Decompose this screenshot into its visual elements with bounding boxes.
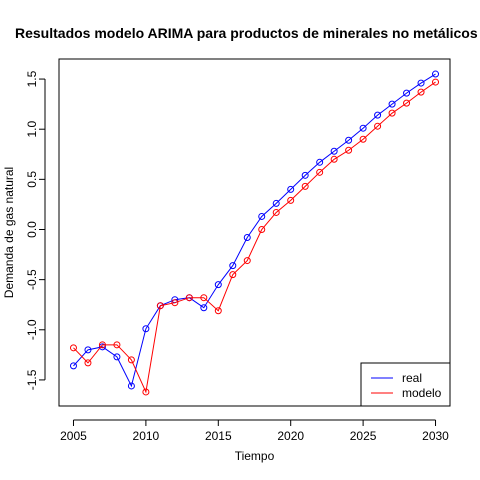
data-point-real [374,111,382,119]
data-point-modelo [156,302,164,310]
data-point-real [432,70,440,78]
data-point-real [388,100,396,108]
data-point-modelo [113,341,121,349]
data-point-modelo [417,88,425,96]
data-point-modelo [258,225,266,233]
y-tick-label: -0.5 [25,269,39,290]
data-point-real [258,212,266,220]
y-tick-label: 1.0 [25,121,39,138]
data-point-modelo [316,168,324,176]
data-point-modelo [229,271,237,279]
data-point-modelo [301,182,309,190]
data-point-modelo [359,135,367,143]
data-point-modelo [171,299,179,307]
legend-label-real: real [402,371,422,385]
x-axis: 2005 2010 2015 2020 2025 2030 [60,419,449,443]
y-tick-label: 0.0 [25,221,39,238]
data-point-modelo [214,307,222,315]
y-axis-label: Demanda de gas natural [2,167,16,298]
plot-frame [58,58,451,407]
y-tick-label: 0.5 [25,171,39,188]
data-point-modelo [200,294,208,302]
data-point-modelo [185,294,193,302]
data-point-modelo [127,356,135,364]
data-point-real [403,89,411,97]
data-point-modelo [345,146,353,154]
data-point-modelo [374,122,382,130]
data-point-real [272,199,280,207]
x-tick-label: 2010 [133,429,160,443]
data-point-real [359,124,367,132]
legend-label-modelo: modelo [402,386,442,400]
data-point-real [200,304,208,312]
legend-box [360,362,451,407]
data-point-modelo [432,78,440,86]
data-point-modelo [69,344,77,352]
data-point-real [98,343,106,351]
data-point-modelo [272,208,280,216]
data-point-modelo [403,99,411,107]
x-tick-label: 2025 [350,429,377,443]
data-point-real [69,362,77,370]
data-point-real [229,262,237,270]
data-point-modelo [243,257,251,265]
data-point-real [84,346,92,354]
data-point-modelo [330,155,338,163]
data-point-real [316,158,324,166]
data-point-real [113,353,121,361]
series-modelo [69,78,440,396]
x-axis-label: Tiempo [235,449,275,463]
data-point-modelo [84,359,92,367]
data-point-real [127,382,135,390]
y-tick-label: -1.0 [25,319,39,340]
y-axis: -1.5 -1.0 -0.5 0.0 0.5 1.0 1.5 [25,70,46,390]
data-point-real [214,281,222,289]
data-point-real [417,79,425,87]
x-tick-label: 2020 [277,429,304,443]
data-point-real [330,147,338,155]
x-tick-label: 2030 [422,429,449,443]
data-point-real [287,185,295,193]
chart-title: Resultados modelo ARIMA para productos d… [15,25,478,41]
y-tick-label: 1.5 [25,70,39,87]
data-point-real [301,171,309,179]
data-point-modelo [388,109,396,117]
data-point-real [243,234,251,242]
data-point-modelo [142,388,150,396]
series-layer [69,70,440,396]
y-tick-label: -1.5 [25,369,39,390]
x-tick-label: 2005 [60,429,87,443]
x-tick-label: 2015 [205,429,232,443]
data-point-modelo [287,196,295,204]
data-point-real [142,325,150,333]
data-point-real [345,136,353,144]
data-point-modelo [98,341,106,349]
